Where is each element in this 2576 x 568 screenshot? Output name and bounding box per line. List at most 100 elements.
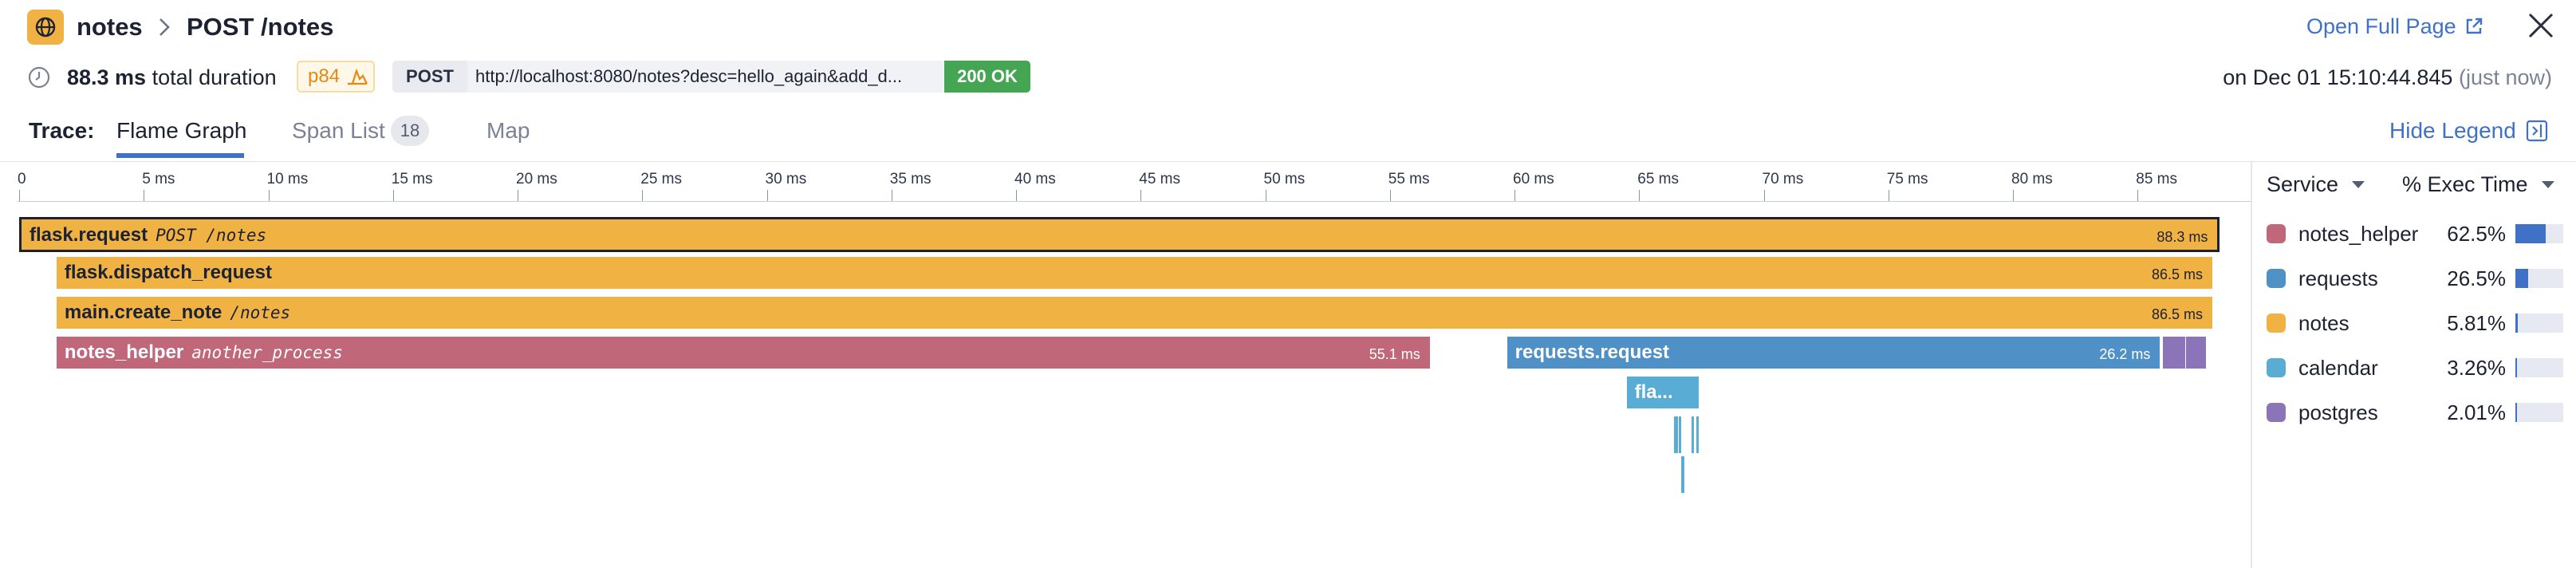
legend-service-header[interactable]: Service (2267, 169, 2365, 199)
flame-span[interactable]: flask.request POST /notes 88.3 ms (19, 217, 2220, 252)
legend-exec-percent: 2.01% (2447, 400, 2506, 424)
span-name: flask.request POST /notes (30, 223, 266, 248)
legend-exec-bar-fill (2515, 314, 2519, 333)
timeline-tick-label: 35 ms (889, 171, 932, 187)
timeline-tick-label: 55 ms (1388, 171, 1430, 187)
timestamp-value: on Dec 01 15:10:44.845 (2223, 65, 2453, 89)
legend-divider (2251, 162, 2252, 568)
legend-service-name: notes (2298, 311, 2350, 335)
percentile-badge[interactable]: p84 (297, 61, 375, 93)
active-tab-indicator (116, 153, 244, 158)
total-duration: 88.3 ms total duration (67, 62, 277, 93)
timeline-tick-label: 15 ms (391, 171, 433, 187)
percentile-label: p84 (308, 65, 341, 87)
timeline-tick-label: 20 ms (516, 171, 557, 187)
timeline-tick (1140, 190, 1142, 201)
legend-item[interactable]: notes 5.81% (2267, 302, 2563, 346)
legend-item[interactable]: calendar 3.26% (2267, 346, 2563, 391)
timeline-tick (268, 190, 270, 201)
sort-down-icon (2541, 181, 2554, 188)
timestamp-relative: (just now) (2458, 65, 2552, 89)
tab-span-list[interactable]: Span List (292, 118, 385, 143)
request-url: http://localhost:8080/notes?desc=hello_a… (467, 61, 944, 93)
span-name: notes_helper another_process (65, 340, 343, 365)
timeline-tick-label: 50 ms (1263, 171, 1306, 187)
timeline-tick (1639, 190, 1641, 201)
timeline-tick-label: 65 ms (1637, 171, 1679, 187)
hide-legend-button[interactable]: Hide Legend (2389, 116, 2548, 146)
flame-span[interactable]: fla... (1626, 377, 1700, 412)
legend-exec-percent: 62.5% (2447, 222, 2506, 246)
flame-span[interactable] (2186, 337, 2207, 372)
flame-span[interactable]: notes_helper another_process 55.1 ms (56, 337, 1430, 372)
legend-item[interactable]: notes_helper 62.5% (2267, 212, 2563, 257)
status-badge: 200 OK (944, 61, 1030, 93)
legend-exec-percent: 3.26% (2447, 356, 2506, 380)
flame-span-small[interactable] (1674, 416, 1678, 453)
timeline-tick-label: 45 ms (1139, 171, 1180, 187)
legend-exec-bar-fill (2515, 403, 2517, 422)
span-name: main.create_note/notes (65, 300, 290, 325)
flame-span-small[interactable] (1681, 456, 1685, 493)
legend-color-swatch (2267, 358, 2286, 377)
header-divider (0, 161, 2576, 162)
legend-service-name: notes_helper (2298, 222, 2419, 246)
span-resource: POST /notes (156, 226, 267, 245)
legend-exec-bar (2515, 224, 2563, 243)
timeline-tick (1514, 190, 1515, 201)
flame-span-small[interactable] (1691, 416, 1694, 453)
tab-map[interactable]: Map (486, 118, 530, 143)
service-name[interactable]: notes (77, 13, 143, 41)
timeline-tick (1016, 190, 1017, 201)
legend-exec-bar-fill (2515, 269, 2528, 288)
flame-span-small[interactable] (1696, 416, 1700, 453)
flame-span[interactable]: flask.dispatch_request 86.5 ms (56, 257, 2212, 292)
close-icon[interactable] (2523, 8, 2558, 43)
legend-service-name: requests (2298, 266, 2378, 290)
legend-item[interactable]: postgres 2.01% (2267, 391, 2563, 436)
globe-icon (35, 17, 56, 37)
timeline-tick-label: 40 ms (1014, 171, 1056, 187)
span-resource: another_process (191, 343, 343, 362)
timeline-tick (766, 190, 768, 201)
resource-name[interactable]: POST /notes (187, 13, 334, 41)
span-operation: flask.request (30, 224, 148, 246)
timeline-tick (392, 190, 394, 201)
flame-span[interactable] (2162, 337, 2185, 372)
flame-span[interactable]: main.create_note/notes 86.5 ms (56, 297, 2212, 332)
timeline-tick-label: 25 ms (640, 171, 682, 187)
open-full-page-link[interactable]: Open Full Page (2306, 11, 2483, 41)
legend-color-swatch (2267, 269, 2286, 288)
tab-flame-graph[interactable]: Flame Graph (116, 118, 247, 143)
span-duration: 86.5 ms (2151, 306, 2203, 322)
span-duration: 26.2 ms (2099, 346, 2151, 362)
duration-value: 88.3 ms (67, 65, 147, 89)
span-count-badge: 18 (391, 116, 429, 146)
span-duration: 55.1 ms (1369, 346, 1420, 362)
timeline-axis (18, 201, 2251, 202)
external-link-icon (2466, 18, 2482, 34)
hide-legend-label: Hide Legend (2389, 118, 2516, 143)
collapse-panel-icon (2526, 120, 2547, 142)
timeline-tick-label: 0 (18, 171, 26, 187)
legend-service-name: calendar (2298, 356, 2378, 380)
legend-exec-bar-fill (2515, 224, 2546, 243)
timeline-tick (642, 190, 644, 201)
open-full-page-label: Open Full Page (2306, 14, 2456, 38)
legend-exec-label: % Exec Time (2402, 172, 2528, 196)
span-operation: fla... (1634, 381, 1673, 403)
flame-span-small[interactable] (1679, 416, 1682, 453)
flame-span[interactable]: requests.request 26.2 ms (1507, 337, 2160, 372)
duration-suffix: total duration (152, 65, 277, 89)
timeline-tick (2013, 190, 2014, 201)
span-name: requests.request (1515, 340, 1669, 365)
timeline-tick-label: 5 ms (142, 171, 175, 187)
legend-item[interactable]: requests 26.5% (2267, 257, 2563, 302)
timeline-tick (1763, 190, 1765, 201)
trace-timestamp: on Dec 01 15:10:44.845 (just now) (2153, 62, 2552, 93)
legend-color-swatch (2267, 224, 2286, 243)
timeline-tick (1389, 190, 1391, 201)
timeline-tick-label: 30 ms (765, 171, 807, 187)
timeline-tick-label: 60 ms (1513, 171, 1554, 187)
legend-exec-header[interactable]: % Exec Time (2402, 169, 2555, 199)
